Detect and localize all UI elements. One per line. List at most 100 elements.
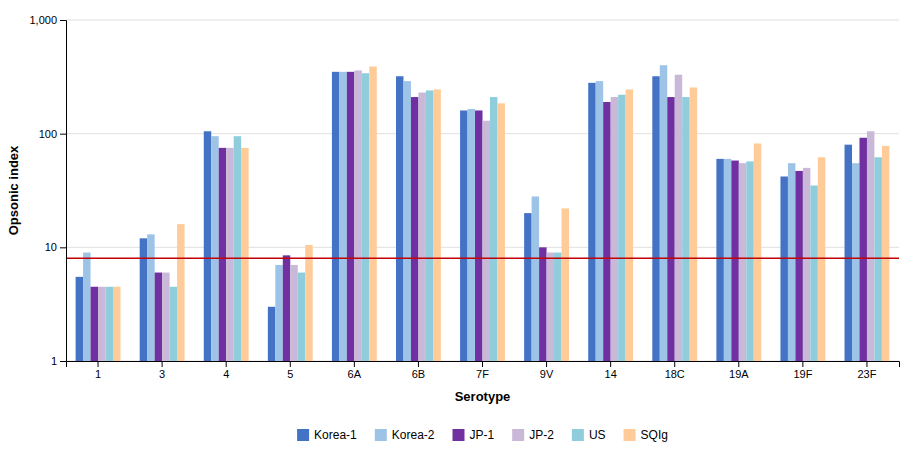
bar — [268, 307, 275, 361]
bar — [524, 213, 531, 361]
legend: Korea-1Korea-2JP-1JP-2USSQIg — [297, 428, 668, 442]
x-axis-line — [67, 362, 900, 368]
bar — [803, 168, 810, 361]
y-tick-label: 1 — [51, 355, 57, 367]
bar — [204, 131, 211, 361]
grid-line — [66, 20, 899, 21]
x-tick-label: 23F — [857, 368, 876, 380]
legend-label: US — [589, 428, 606, 442]
legend-label: Korea-2 — [392, 428, 435, 442]
legend-item: JP-2 — [512, 428, 554, 442]
series — [113, 66, 889, 361]
bar — [298, 273, 305, 361]
x-tick: 18C — [665, 361, 685, 380]
bar — [76, 277, 83, 361]
bar — [652, 76, 659, 361]
bar — [177, 224, 184, 361]
x-tick-mark — [226, 361, 227, 367]
y-axis: 1101001,000 — [29, 14, 66, 367]
reference-line — [66, 258, 899, 260]
x-tick-label: 19A — [729, 368, 749, 380]
bar — [106, 287, 113, 361]
legend-swatch — [572, 429, 584, 441]
bar — [810, 185, 817, 361]
x-tick: 14 — [605, 361, 617, 380]
legend-swatch — [375, 429, 387, 441]
bar — [603, 102, 610, 361]
x-axis-title: Serotype — [455, 389, 511, 404]
bar — [690, 87, 697, 361]
x-tick-mark — [802, 361, 803, 367]
bar — [882, 146, 889, 361]
legend-item: Korea-1 — [297, 428, 357, 442]
bar — [818, 157, 825, 361]
bar — [411, 97, 418, 361]
chart: 1101001,00013456A6B7F9V1418C19A19F23FSer… — [0, 0, 919, 453]
plot: 1101001,00013456A6B7F9V1418C19A19F23F — [29, 14, 899, 380]
bar — [724, 159, 731, 361]
bar — [332, 72, 339, 361]
bar — [170, 287, 177, 361]
legend-swatch — [624, 429, 636, 441]
bar — [241, 148, 248, 361]
bar — [219, 148, 226, 361]
bar — [162, 273, 169, 361]
x-tick: 4 — [223, 361, 229, 380]
y-tick: 1 — [51, 355, 66, 367]
bar — [339, 72, 346, 361]
bar — [475, 110, 482, 361]
y-axis-line — [60, 21, 67, 362]
x-tick-mark — [482, 361, 483, 367]
y-tick-mark — [60, 20, 66, 21]
series — [76, 72, 852, 361]
bar — [147, 234, 154, 361]
series — [91, 72, 867, 361]
x-tick-label: 18C — [665, 368, 685, 380]
bar — [396, 76, 403, 361]
bar — [532, 197, 539, 361]
bar — [234, 136, 241, 361]
bar — [83, 253, 90, 361]
bar — [667, 97, 674, 361]
bar — [682, 97, 689, 361]
x-tick: 6B — [412, 361, 425, 380]
bar — [626, 89, 633, 361]
legend-item: US — [572, 428, 606, 442]
bar — [490, 97, 497, 361]
bar — [483, 121, 490, 361]
bar — [874, 157, 881, 361]
x-tick: 7F — [476, 361, 489, 380]
bar — [433, 89, 440, 361]
bar — [780, 176, 787, 361]
bar — [562, 208, 569, 361]
legend-item: JP-1 — [453, 428, 495, 442]
bar — [746, 161, 753, 361]
bar — [852, 163, 859, 361]
y-axis-title: Opsonic index — [6, 145, 21, 235]
y-tick-mark — [60, 134, 66, 135]
x-tick-label: 6A — [348, 368, 362, 380]
bar — [618, 95, 625, 361]
y-tick-label: 10 — [45, 241, 57, 253]
x-tick-label: 7F — [476, 368, 489, 380]
y-tick-mark — [60, 247, 66, 248]
bar — [403, 81, 410, 361]
x-tick-mark — [162, 361, 163, 367]
bar — [788, 163, 795, 361]
x-tick-mark — [290, 361, 291, 367]
bar — [739, 163, 746, 361]
bar — [226, 148, 233, 361]
x-tick-mark — [418, 361, 419, 367]
x-tick: 19F — [793, 361, 812, 380]
bar — [611, 97, 618, 361]
x-axis: 13456A6B7F9V1418C19A19F23F — [67, 361, 900, 380]
bar — [554, 253, 561, 361]
bars — [66, 65, 899, 361]
bar — [113, 287, 120, 361]
bar — [426, 90, 433, 361]
bar — [867, 131, 874, 361]
bar — [588, 83, 595, 361]
x-tick-label: 5 — [287, 368, 293, 380]
bar — [675, 75, 682, 361]
bar — [369, 66, 376, 361]
